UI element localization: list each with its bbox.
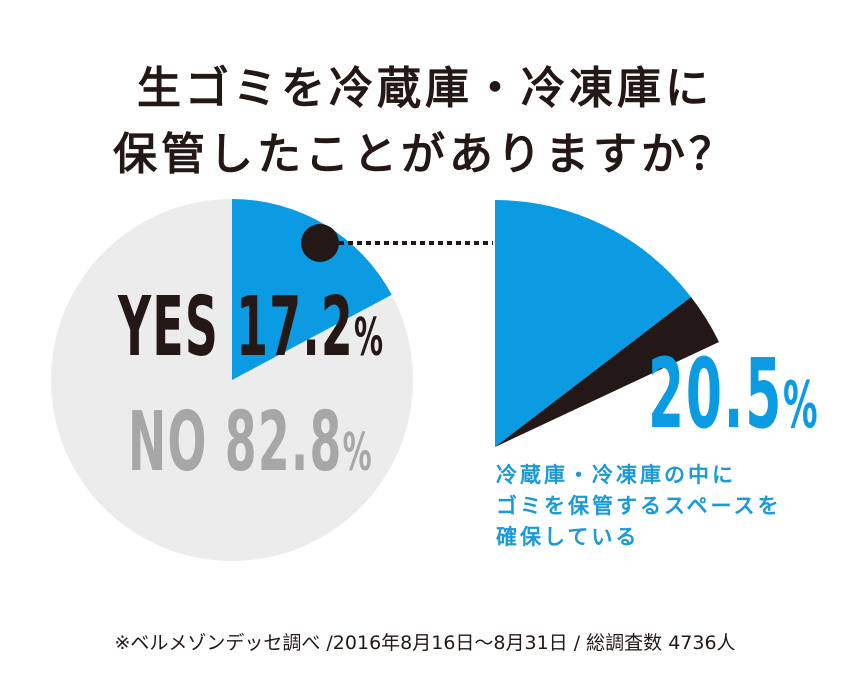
- yes-label: YES 17.2%: [118, 280, 384, 375]
- pie-yes-slice: [232, 199, 392, 380]
- percent-sign: %: [342, 423, 373, 483]
- chart-title-line-1: 生ゴミを冷蔵庫・冷凍庫に: [137, 63, 713, 114]
- detail-line-1: 冷蔵庫・冷凍庫の中に: [496, 463, 736, 487]
- percent-sign: %: [783, 369, 820, 443]
- chart-title-line-2: 保管したことがありますか？: [113, 129, 737, 180]
- detail-percentage: 20.5%: [648, 338, 819, 450]
- detail-value: 20.5: [648, 338, 784, 450]
- detail-blue-slice: [495, 200, 691, 447]
- connector-dot: [301, 224, 339, 262]
- detail-description: 冷蔵庫・冷凍庫の中に ゴミを保管するスペースを 確保している: [496, 460, 781, 553]
- detail-black-slice: [495, 297, 719, 447]
- percent-sign: %: [353, 308, 385, 368]
- source-footnote: ※ベルメゾンデッセ調べ /2016年8月16日～8月31日 / 総調査数 473…: [114, 632, 736, 654]
- detail-line-3: 確保している: [496, 525, 640, 549]
- no-label: NO 82.8%: [128, 395, 373, 490]
- no-value: NO 82.8: [128, 395, 343, 490]
- yes-value: YES 17.2: [118, 280, 354, 375]
- detail-line-2: ゴミを保管するスペースを: [496, 494, 782, 518]
